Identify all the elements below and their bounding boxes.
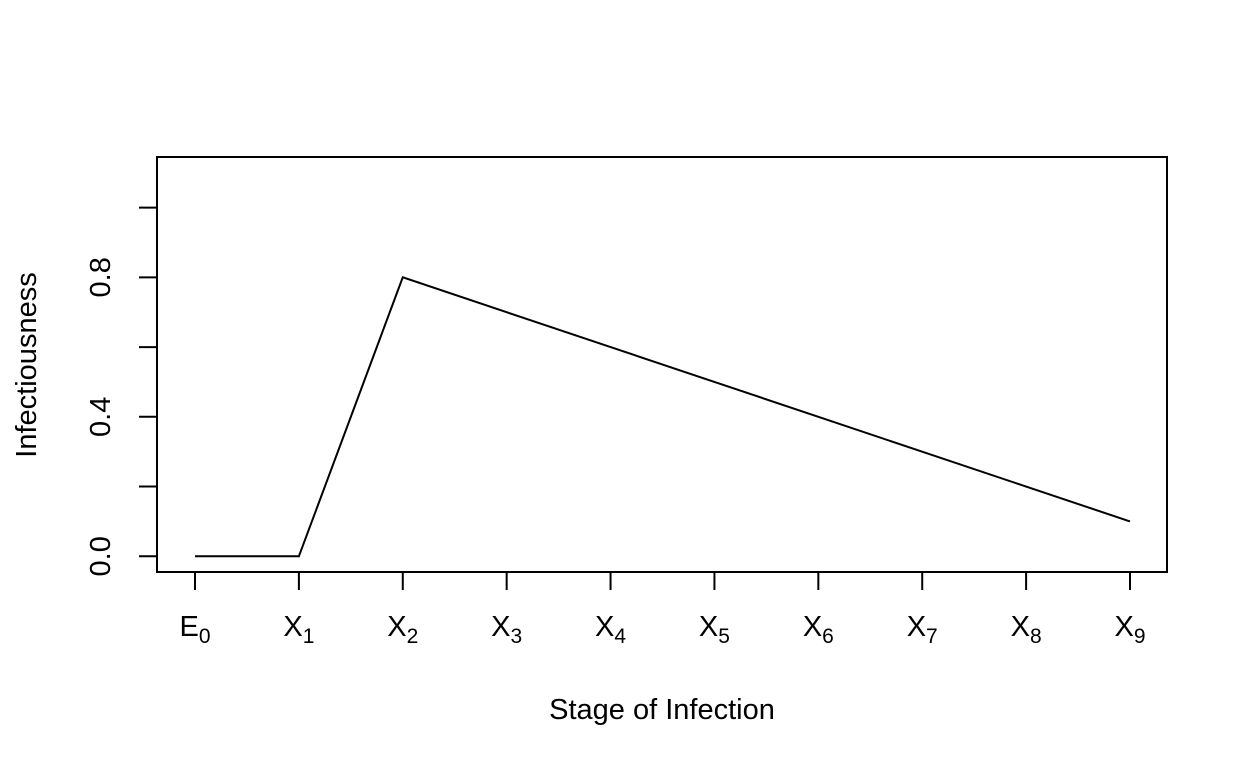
x-tick-label: X7 — [907, 611, 938, 648]
x-axis-label: Stage of Infection — [549, 694, 775, 726]
x-tick-label: X5 — [699, 611, 730, 648]
x-tick-label: X2 — [387, 611, 418, 648]
y-tick-label: 0.4 — [85, 397, 117, 437]
x-tick-label: X6 — [803, 611, 834, 648]
x-tick-label: X1 — [283, 611, 314, 648]
y-axis-label: Infectiousness — [11, 272, 43, 457]
y-axis: 0.0 0.4 0.8 — [85, 206, 158, 576]
y-tick-label: 0.0 — [85, 536, 117, 576]
y-tick-label: 0.8 — [85, 257, 117, 297]
x-tick-label: E0 — [179, 611, 210, 648]
x-tick-label: X4 — [595, 611, 626, 648]
x-tick-label: X3 — [491, 611, 522, 648]
series-line — [195, 276, 1131, 558]
x-tick-label: X8 — [1011, 611, 1042, 648]
x-tick-label: X9 — [1114, 611, 1145, 648]
x-axis: E0 X1 X2 X3 X4 X5 X6 X7 X8 X9 — [179, 571, 1146, 648]
